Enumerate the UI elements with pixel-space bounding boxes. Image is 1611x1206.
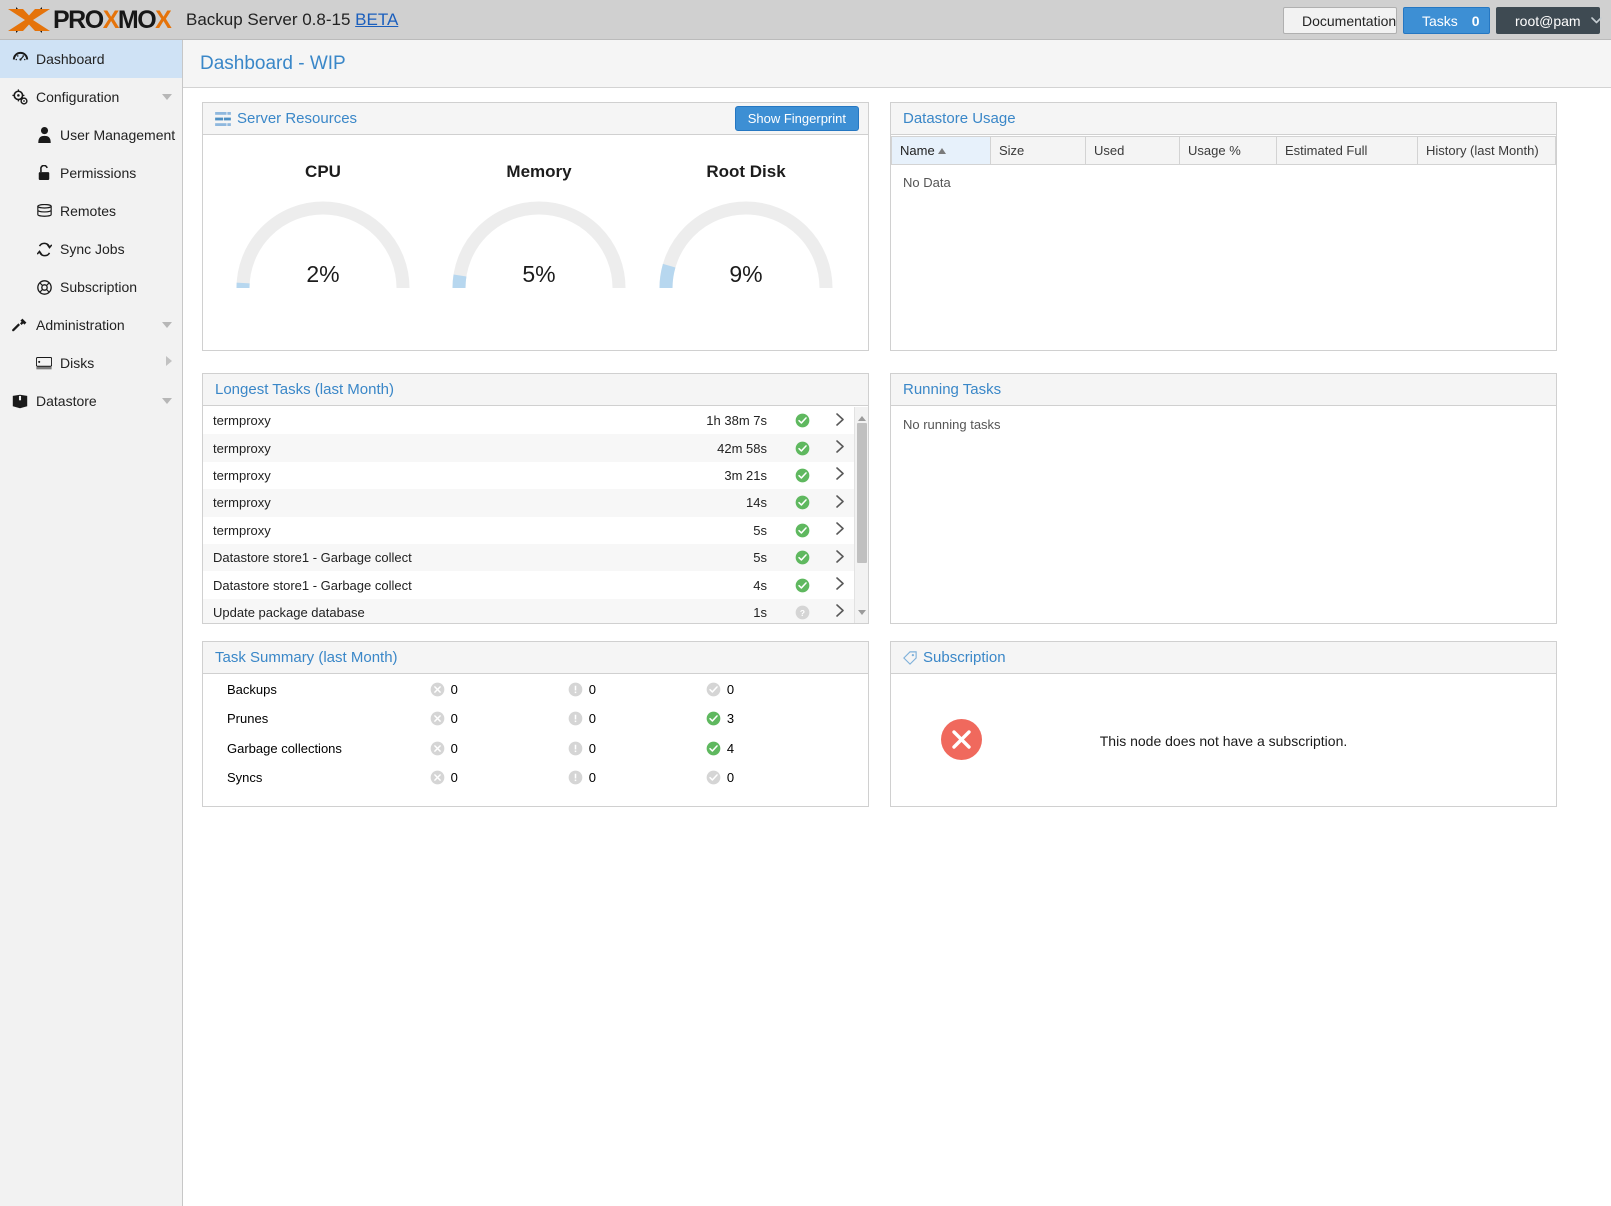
svg-text:?: ? xyxy=(800,608,805,618)
